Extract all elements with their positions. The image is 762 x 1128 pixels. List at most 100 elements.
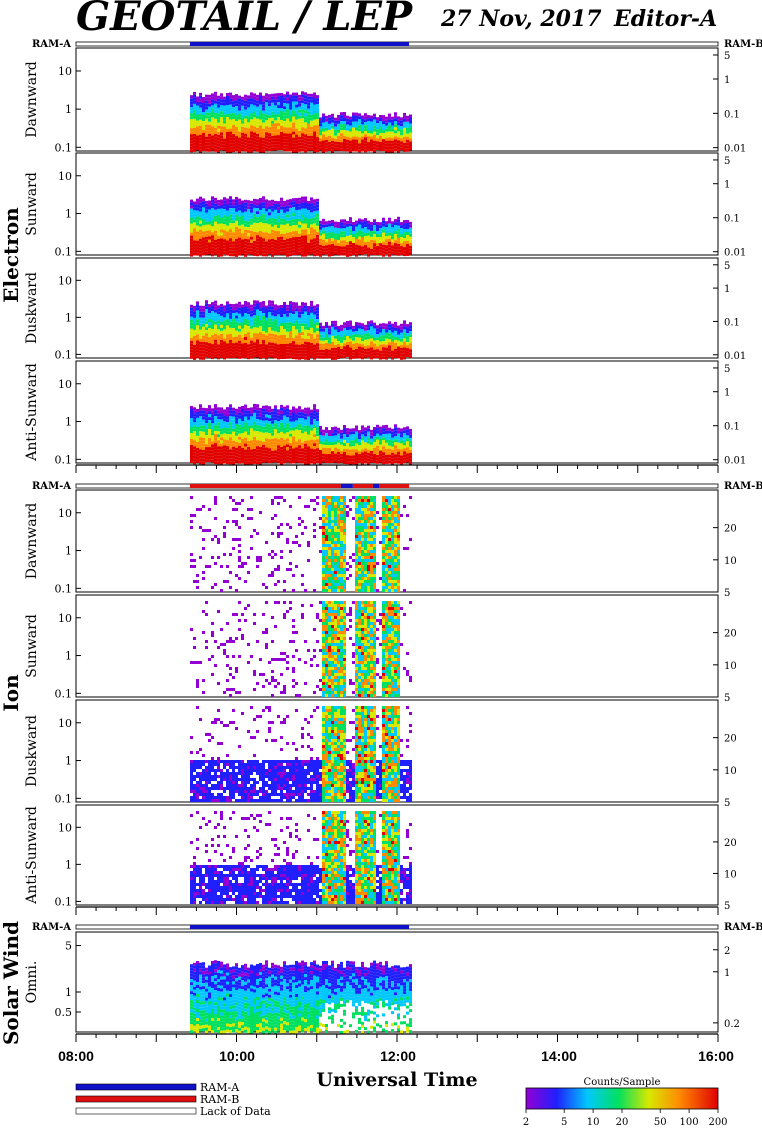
colorbar-title: Counts/Sample [584, 1077, 661, 1088]
y-tick-label-right: 5 [724, 261, 730, 272]
y-tick-label-right: 10 [724, 766, 737, 777]
legend-label-ram-a: RAM-A [200, 1081, 240, 1094]
y-tick-label-left: 1 [65, 755, 72, 768]
y-tick-label-left: 1 [65, 311, 72, 324]
legend-label-ram-b: RAM-B [200, 1093, 239, 1106]
spectrogram-cells [190, 196, 412, 257]
y-tick-label-right: 5 [724, 156, 730, 167]
y-tick-label-right: 5 [724, 798, 730, 809]
spectrogram-panels: 10 1 0.1 5 1 0.1 0.01 Dawnward 10 1 0.1 5 1 0.1 0.01 Su… [24, 47, 746, 1034]
x-tick-label: 10:00 [219, 1048, 255, 1064]
group-label-electron: Electron [0, 207, 23, 303]
y-tick-label-right: 5 [724, 364, 730, 375]
time-axes [75, 464, 719, 1042]
ram-bar-segment [352, 484, 373, 488]
y-tick-label-right: 20 [724, 838, 737, 849]
colorbar-tick-label: 50 [654, 1117, 667, 1128]
chart-editor: Editor-A [613, 6, 717, 32]
y-tick-label-left: 1 [65, 545, 72, 558]
ram-bar-segment [189, 42, 410, 46]
y-tick-label-left: 10 [58, 65, 72, 78]
spectrogram-cells [190, 91, 412, 153]
y-tick-label-right: 5 [724, 588, 730, 599]
panel-name: Sunward [24, 172, 40, 236]
panel-electron-anti-sunward: 10 1 0.1 5 1 0.1 0.01 Anti-Sunward [24, 360, 746, 467]
spectrogram-cells [190, 706, 412, 802]
y-tick-label-right: 0.1 [724, 317, 740, 328]
y-tick-label-right: 10 [724, 661, 737, 672]
chart-title: GEOTAIL / LEP [76, 0, 414, 40]
y-tick-label-left: 10 [58, 821, 72, 834]
ram-bar-segment [372, 484, 380, 488]
colorbar-tick-label: 100 [680, 1117, 699, 1128]
colorbar-tick-label: 2 [523, 1117, 529, 1128]
y-tick-label-right: 5 [724, 693, 730, 704]
y-tick-label-right: 1 [724, 388, 730, 399]
y-tick-label-right: 2 [724, 946, 730, 957]
y-tick-label-left: 1 [65, 650, 72, 663]
y-tick-label-left: 10 [58, 507, 72, 520]
y-tick-label-right: 0.01 [724, 456, 746, 467]
panel-name: Duskward [24, 272, 40, 344]
ram-bar-segment [189, 925, 410, 929]
y-tick-label-left: 1 [65, 416, 72, 429]
panel-name: Duskward [24, 715, 40, 787]
y-tick-label-left: 0.1 [55, 348, 73, 361]
panel-ion-dawnward: 10 1 0.1 20 10 5 Dawnward [24, 489, 737, 599]
ram-bar-segment [189, 484, 341, 488]
y-tick-label-left: 0.1 [55, 687, 73, 700]
panel-name: Dawnward [24, 503, 40, 580]
y-tick-label-right: 10 [724, 869, 737, 880]
y-tick-label-right: 5 [724, 901, 730, 912]
y-tick-label-left: 0.5 [55, 1006, 73, 1019]
ram-a-label-electron: RAM-A [32, 39, 71, 50]
y-tick-label-right: 1 [724, 180, 730, 191]
y-tick-label-right: 0.1 [724, 109, 740, 120]
y-tick-label-right: 20 [724, 524, 737, 535]
y-tick-label-right: 0.1 [724, 422, 740, 433]
colorbar-tick-label: 200 [708, 1117, 727, 1128]
panel-electron-duskward: 10 1 0.1 5 1 0.1 0.01 Duskward [24, 257, 746, 362]
ram-bar-segment [340, 484, 353, 488]
legend-label-lack-of-data: Lack of Data [200, 1105, 271, 1118]
y-tick-label-left: 5 [65, 940, 72, 953]
legend-swatch-ram-b [75, 1095, 197, 1103]
y-tick-label-left: 0.1 [55, 792, 73, 805]
y-tick-label-left: 0.1 [55, 453, 73, 466]
y-tick-label-left: 0.1 [55, 141, 73, 154]
y-tick-label-right: 5 [724, 51, 730, 62]
panel-name: Anti-Sunward [24, 806, 40, 905]
x-tick-label: 14:00 [541, 1048, 577, 1064]
ram-legend: RAM-A RAM-B Lack of Data [75, 1081, 271, 1118]
colorbar-tick-label: 10 [587, 1117, 600, 1128]
x-tick-label: 08:00 [58, 1048, 94, 1064]
y-tick-label-left: 1 [65, 208, 72, 221]
ram-b-label-solar-wind: RAM-B [724, 922, 762, 933]
y-tick-label-right: 20 [724, 734, 737, 745]
panel-ion-duskward: 10 1 0.1 20 10 5 Duskward [24, 699, 737, 809]
spectrogram-cells [190, 300, 412, 360]
y-tick-label-left: 0.1 [55, 582, 73, 595]
colorbar: Counts/Sample 2 5 10 20 50 100 200 [523, 1077, 728, 1128]
y-tick-label-left: 10 [58, 612, 72, 625]
y-tick-label-left: 10 [58, 378, 72, 391]
ram-b-label-ion: RAM-B [724, 481, 762, 492]
y-tick-label-right: 0.1 [724, 214, 740, 225]
spectrogram-cells [190, 403, 412, 465]
ram-bar-segment [379, 484, 410, 488]
y-tick-label-left: 10 [58, 170, 72, 183]
y-tick-label-right: 0.2 [724, 1019, 740, 1030]
y-tick-label-left: 1 [65, 986, 72, 999]
spectrogram-cells [190, 496, 412, 592]
y-tick-label-left: 10 [58, 717, 72, 730]
panel-name: Dawnward [24, 61, 40, 138]
ram-b-label-electron: RAM-B [724, 39, 762, 50]
spectrogram-cells [190, 601, 412, 697]
colorbar-tick-label: 5 [561, 1117, 567, 1128]
colorbar-tick-label: 20 [616, 1117, 629, 1128]
legend-swatch-ram-a [75, 1083, 197, 1091]
y-tick-label-right: 0.01 [724, 248, 746, 259]
spectrogram-cells [190, 960, 412, 1034]
ram-a-label-ion: RAM-A [32, 481, 71, 492]
